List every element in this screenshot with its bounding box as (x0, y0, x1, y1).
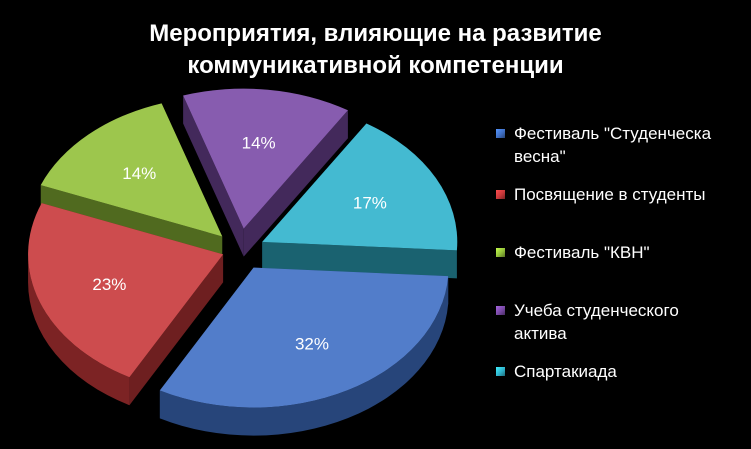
legend-label-line-1: Учеба студенческого (514, 301, 679, 320)
pie-slice (183, 88, 348, 257)
legend-swatch (496, 129, 505, 138)
pie-slice-side (243, 110, 348, 257)
data-label: 14% (242, 133, 276, 152)
legend-label-line-2: актива (514, 324, 567, 343)
legend-label-line-1: Фестиваль "Студенческа (514, 124, 712, 143)
chart-title-line-1: Мероприятия, влияющие на развитие (149, 20, 602, 47)
legend-label-line-1: Посвящение в студенты (514, 185, 706, 204)
data-label: 14% (122, 164, 156, 183)
pie-slice (159, 267, 449, 436)
pie-slice-top (28, 203, 224, 378)
pie-slice-highlight (28, 203, 224, 378)
data-label: 32% (295, 335, 329, 354)
legend-label-line-2: весна" (514, 147, 566, 166)
pie-slice (40, 103, 223, 265)
legend-swatch (496, 190, 505, 199)
legend-label-line-1: Спартакиада (514, 362, 617, 381)
legend-item-spartakiad: Спартакиада (496, 360, 746, 383)
legend: Фестиваль "Студенческа весна" Посвящение… (496, 122, 746, 383)
legend-swatch (496, 248, 505, 257)
pie-slice-top (183, 88, 348, 229)
pie-slice-highlight (262, 123, 458, 251)
pie-slice-top (40, 103, 223, 237)
pie-slice-top (262, 123, 458, 251)
legend-swatch (496, 367, 505, 376)
legend-item-kvn: Фестиваль "КВН" (496, 241, 746, 264)
legend-item-festival-spring: Фестиваль "Студенческа весна" (496, 122, 746, 168)
legend-swatch (496, 306, 505, 315)
legend-item-student-activists: Учеба студенческого актива (496, 299, 746, 345)
pie-slice-side (183, 95, 244, 257)
legend-item-initiation: Посвящение в студенты (496, 183, 746, 206)
chart-title: Мероприятия, влияющие на развитие коммун… (0, 18, 751, 82)
legend-label-line-1: Фестиваль "КВН" (514, 243, 650, 262)
pie-slice-wall (28, 254, 130, 406)
pie-slice (28, 203, 224, 406)
data-label: 23% (92, 275, 126, 294)
pie-slice-side (262, 241, 457, 279)
pie-slice-top (159, 267, 449, 408)
pie-slice-side (129, 254, 224, 406)
pie-slice-highlight (183, 88, 348, 229)
pie-slice-wall (159, 276, 449, 436)
data-label: 17% (353, 193, 387, 212)
pie-slice-highlight (159, 267, 449, 408)
pie-slice-highlight (40, 103, 223, 237)
pie-slice (262, 123, 458, 279)
chart-title-line-2: коммуникативной компетенции (187, 52, 564, 79)
